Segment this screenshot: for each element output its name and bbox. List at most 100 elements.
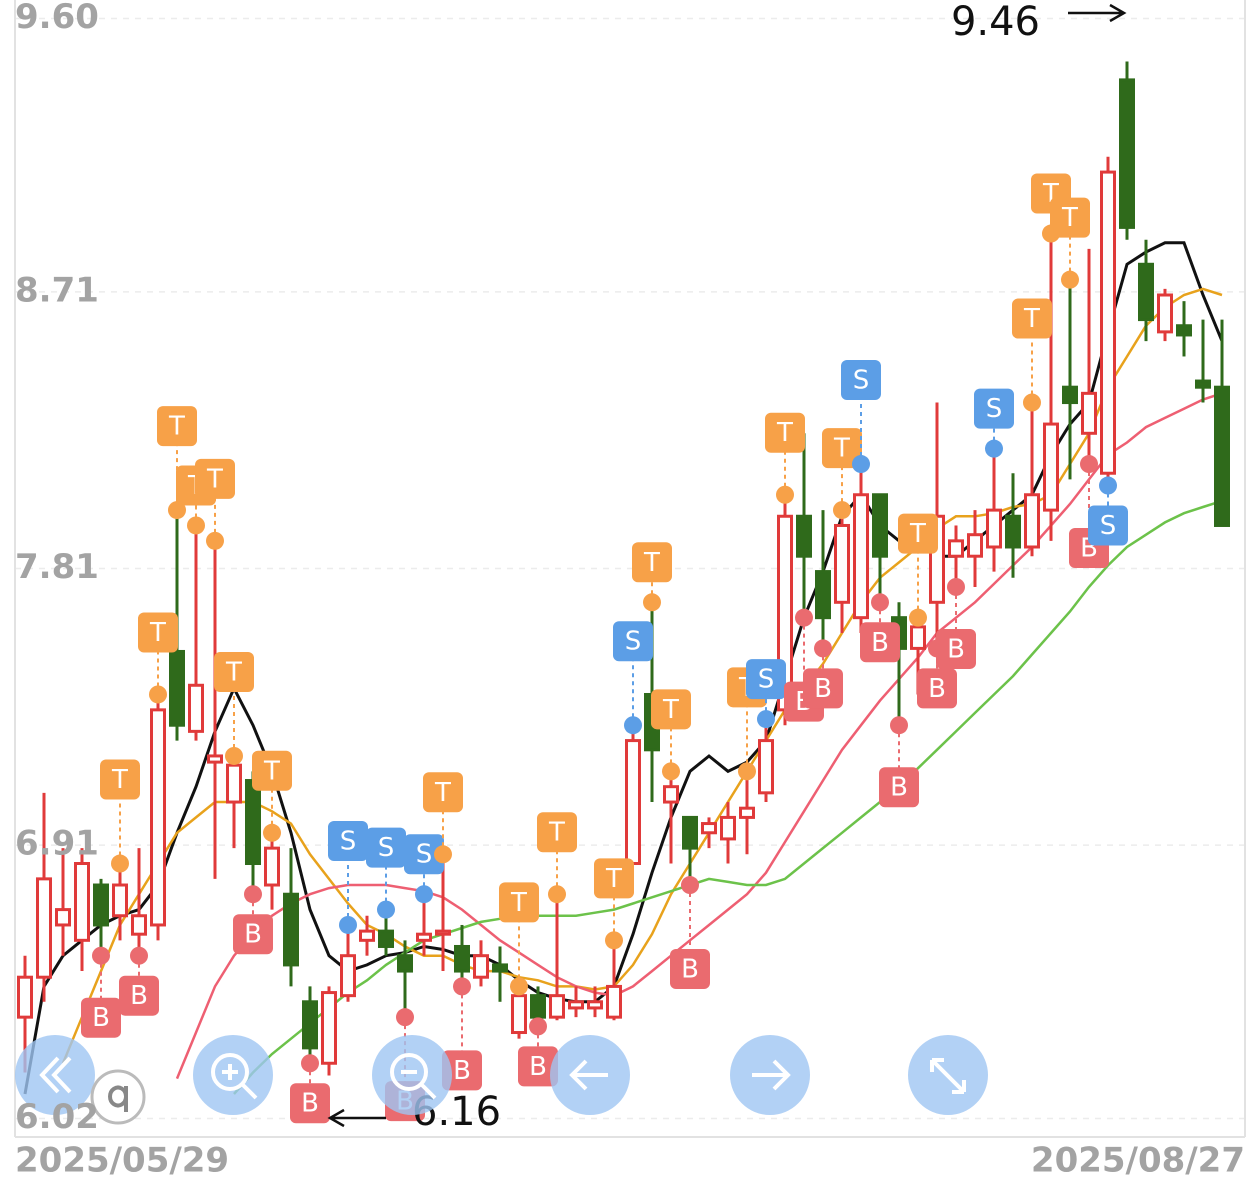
signal-dot <box>757 710 775 729</box>
candle-body <box>682 815 698 850</box>
zoom-out-button[interactable] <box>372 1035 452 1115</box>
signal-badge <box>195 458 235 499</box>
signal-label: T <box>643 548 660 578</box>
signal-label: T <box>833 434 850 464</box>
info-button[interactable] <box>90 1069 146 1125</box>
candle-layer <box>17 61 1230 1076</box>
signal-dot <box>852 455 870 474</box>
candle-body <box>701 822 717 835</box>
signal-dot <box>871 593 889 612</box>
candle-body <box>492 963 508 973</box>
signal-label: S <box>853 366 870 396</box>
grid-layer <box>15 17 1245 1120</box>
candle-body <box>1157 293 1173 334</box>
signal-label: B <box>92 1003 110 1033</box>
signal-badge <box>119 975 159 1016</box>
candle-body <box>1195 379 1211 389</box>
signal-badge <box>100 759 140 800</box>
signal-badge <box>290 1083 330 1124</box>
signal-badge <box>214 651 254 692</box>
candle-body <box>1214 385 1230 527</box>
candle-body <box>872 493 888 558</box>
signal-label: T <box>111 765 128 795</box>
candle-body <box>340 954 356 998</box>
candle-body <box>568 1000 584 1010</box>
signal-badge <box>1050 197 1090 238</box>
x-tick-label: 2025/08/27 <box>1031 1141 1245 1181</box>
candle-body <box>606 984 622 1019</box>
candle-body <box>948 539 964 558</box>
moving-average-line <box>23 241 1224 1095</box>
signal-dot <box>814 639 832 658</box>
candle-body <box>93 883 109 927</box>
signal-badge <box>670 949 710 990</box>
candle-body <box>815 570 831 620</box>
signal-dot <box>795 608 813 627</box>
signal-label: B <box>453 1056 471 1086</box>
moving-average-line <box>175 392 1223 1080</box>
candle-body <box>1024 493 1040 549</box>
candle-body <box>321 991 337 1065</box>
candle-body <box>758 739 774 795</box>
signal-dot <box>548 885 566 904</box>
zoom-in-button[interactable] <box>193 1035 273 1115</box>
info-icon <box>108 1085 128 1112</box>
candle-body <box>131 914 147 936</box>
marker-layer: TTTTTTTSSSTTTTSTTTSTTSTSTTTBBBBBBBBBBBBB… <box>81 173 1128 1124</box>
candle-body <box>435 929 451 936</box>
candle-body <box>245 779 261 866</box>
signal-label: B <box>814 674 832 704</box>
signal-dot <box>453 977 471 996</box>
candle-body <box>910 625 926 650</box>
signal-label: T <box>662 695 679 725</box>
candle-body <box>720 815 736 841</box>
candle-body <box>283 892 299 967</box>
signal-label: S <box>758 665 775 695</box>
signal-badge <box>252 750 292 791</box>
signal-badge <box>81 997 121 1038</box>
signal-badge <box>594 858 634 899</box>
signal-label: T <box>434 778 451 808</box>
candle-body <box>834 523 850 604</box>
candle-body <box>74 862 90 942</box>
signal-label: B <box>928 674 946 704</box>
candle-body <box>853 493 869 620</box>
signal-dot <box>985 439 1003 458</box>
candle-body <box>967 533 983 558</box>
signal-badge <box>860 622 900 663</box>
signal-badge <box>746 659 786 700</box>
candle-body <box>1138 262 1154 322</box>
signal-dot <box>776 485 794 504</box>
signal-badge <box>936 628 976 669</box>
signal-dot <box>833 501 851 520</box>
signal-dot <box>738 762 756 781</box>
signal-dot <box>244 885 262 904</box>
signal-dot <box>662 762 680 781</box>
signal-dot <box>434 845 452 864</box>
signal-dot <box>909 608 927 627</box>
signal-badge <box>518 1046 558 1087</box>
signal-badge <box>803 668 843 709</box>
signal-label: S <box>986 394 1003 424</box>
candle-body <box>169 649 185 727</box>
signal-dot <box>263 823 281 842</box>
signal-badge <box>632 542 672 583</box>
candle-body <box>302 1000 318 1050</box>
signal-badge <box>138 612 178 653</box>
signal-dot <box>168 501 186 520</box>
signal-badge <box>233 914 273 955</box>
candle-body <box>1081 391 1097 435</box>
candle-body <box>207 754 223 764</box>
candle-body <box>511 994 527 1035</box>
line-layer <box>23 241 1224 1095</box>
y-tick-label: 7.81 <box>15 547 99 587</box>
signal-label: S <box>416 840 433 870</box>
signal-dot <box>415 885 433 904</box>
signal-label: S <box>625 627 642 657</box>
candle-body <box>55 908 71 927</box>
signal-label: T <box>909 519 926 549</box>
candle-body <box>416 932 432 942</box>
signal-badge <box>822 428 862 469</box>
candle-body <box>454 944 470 973</box>
signal-badge <box>841 360 881 401</box>
